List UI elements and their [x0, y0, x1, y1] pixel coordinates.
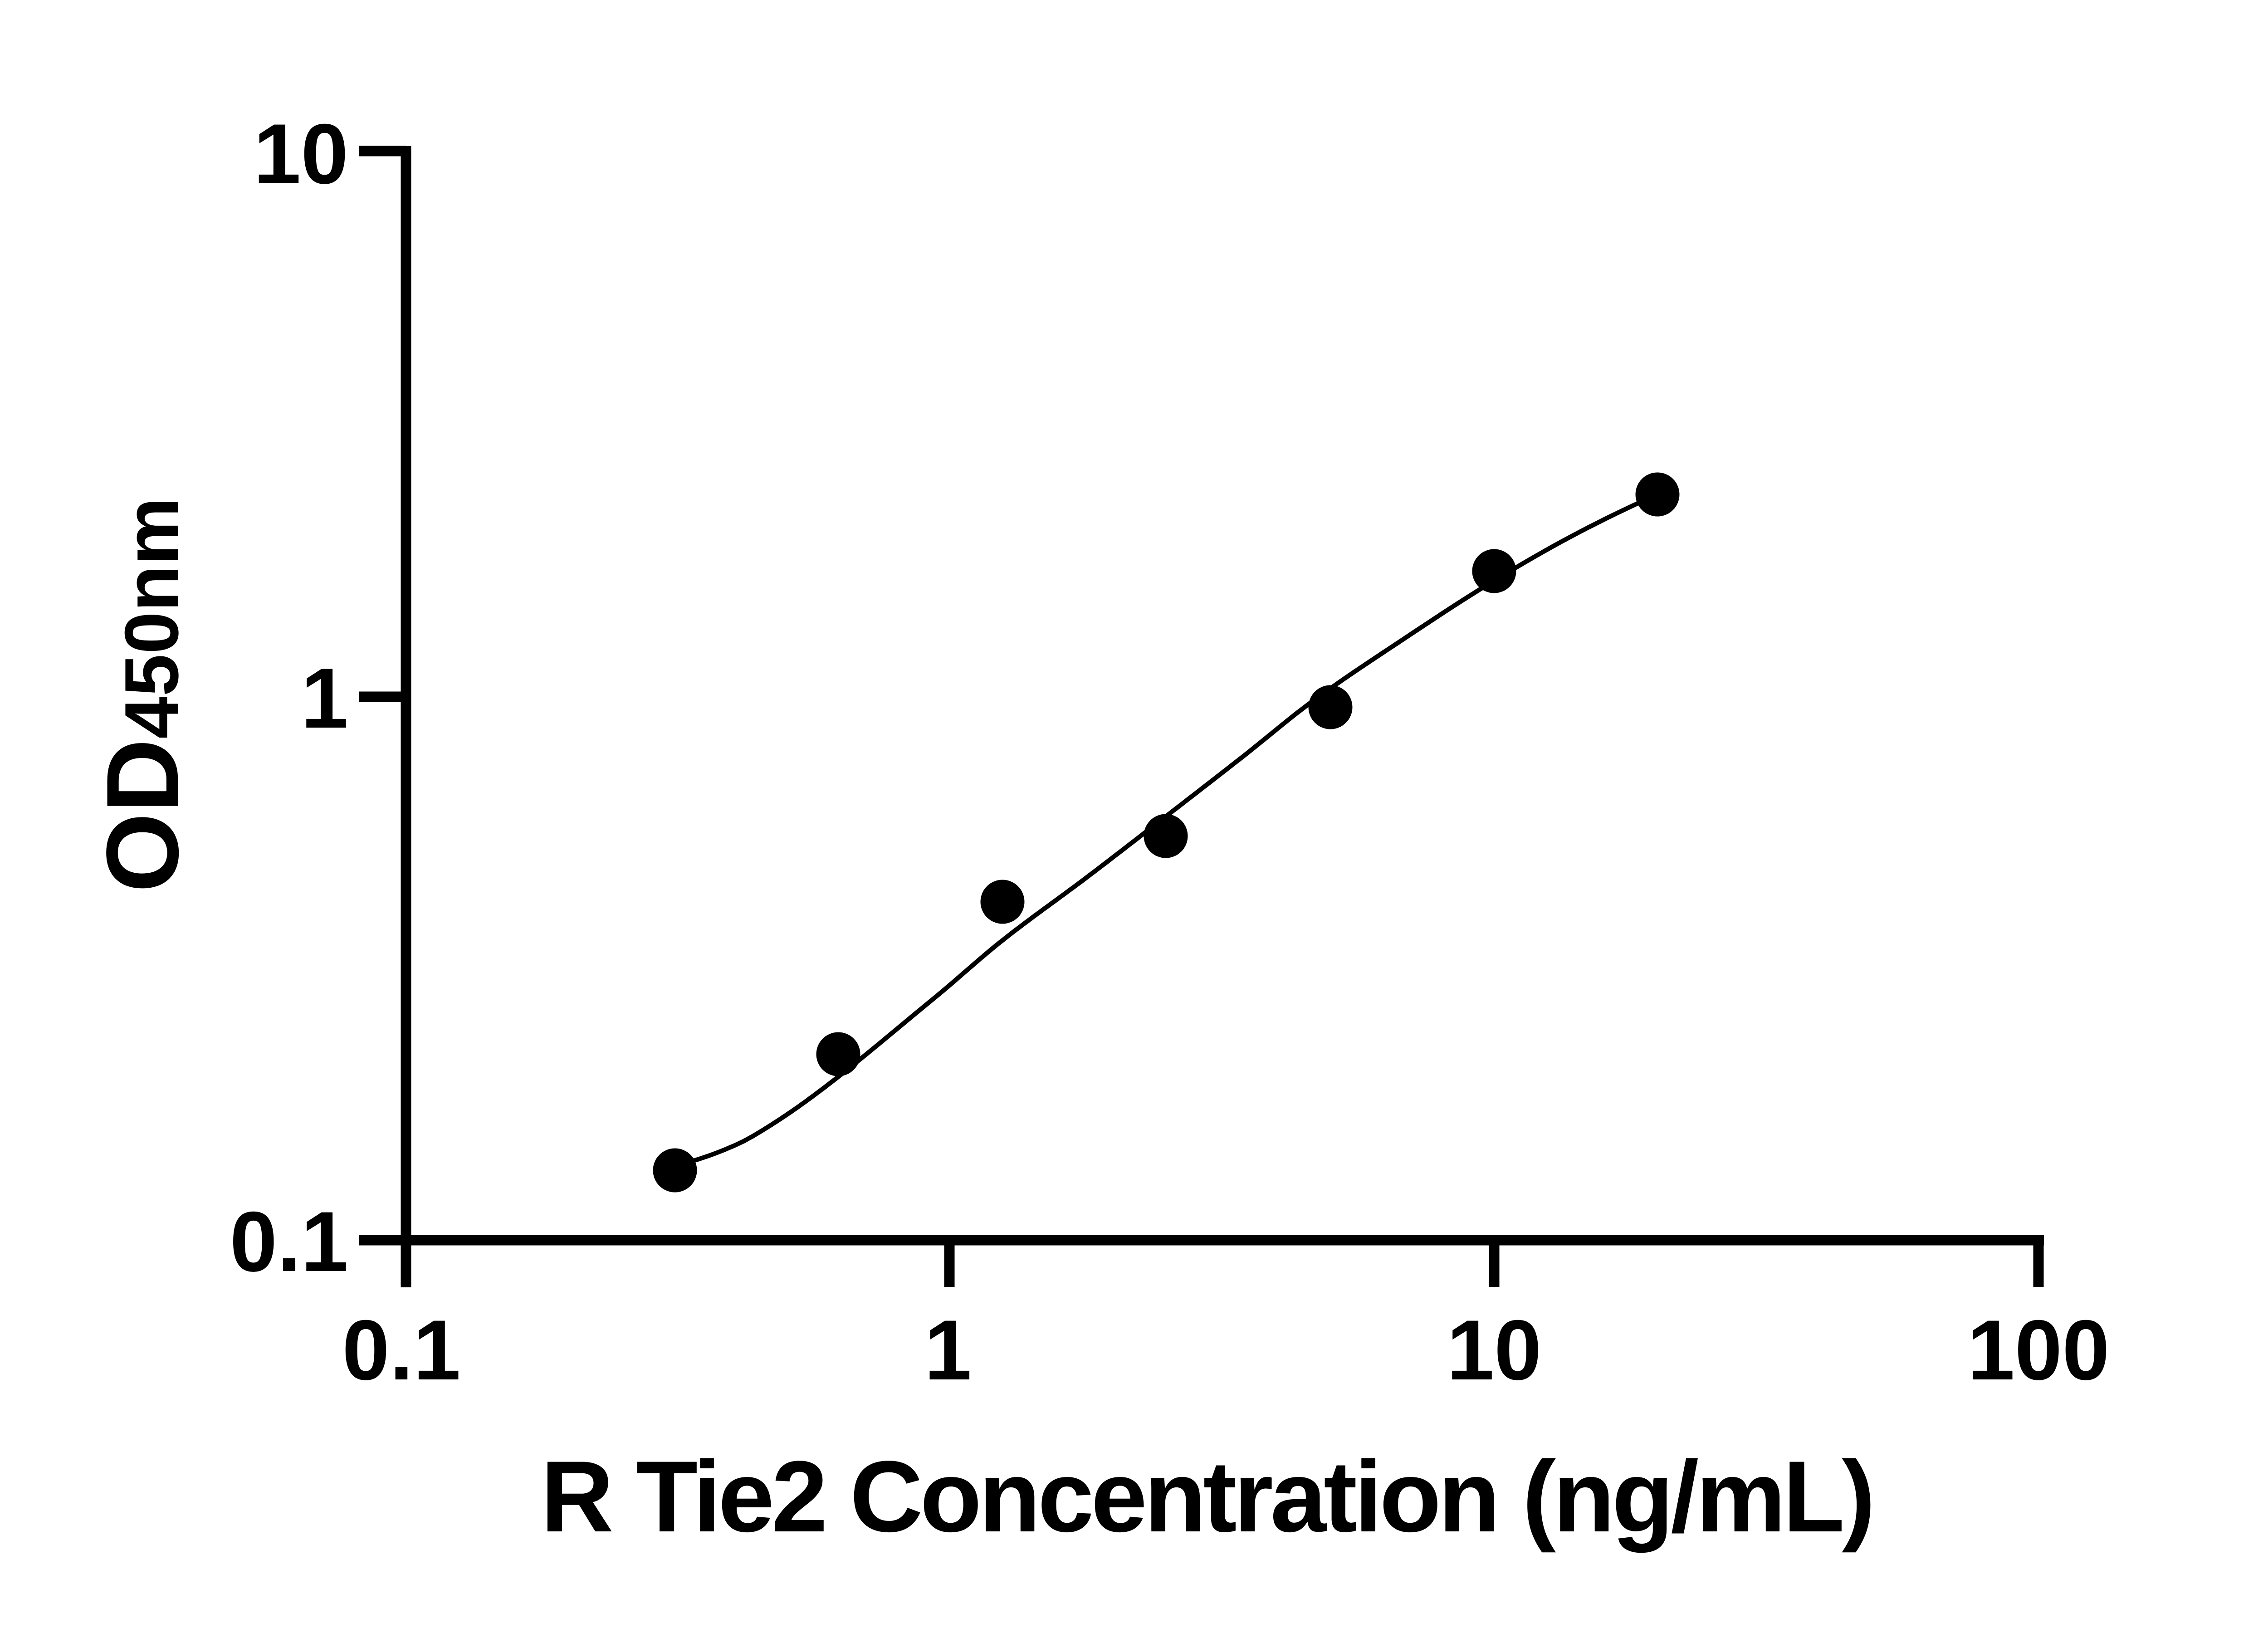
svg-text:0.1: 0.1 — [342, 1302, 460, 1398]
svg-text:1: 1 — [301, 650, 348, 746]
svg-text:10: 10 — [1447, 1302, 1541, 1398]
svg-text:1: 1 — [924, 1302, 972, 1398]
svg-text:100: 100 — [1967, 1302, 2110, 1398]
svg-text:R Tie2 Concentration (ng/mL): R Tie2 Concentration (ng/mL) — [541, 1440, 1872, 1553]
svg-text:OD450nm: OD450nm — [85, 497, 200, 892]
svg-text:0.1: 0.1 — [230, 1194, 348, 1289]
svg-text:10: 10 — [254, 106, 348, 201]
